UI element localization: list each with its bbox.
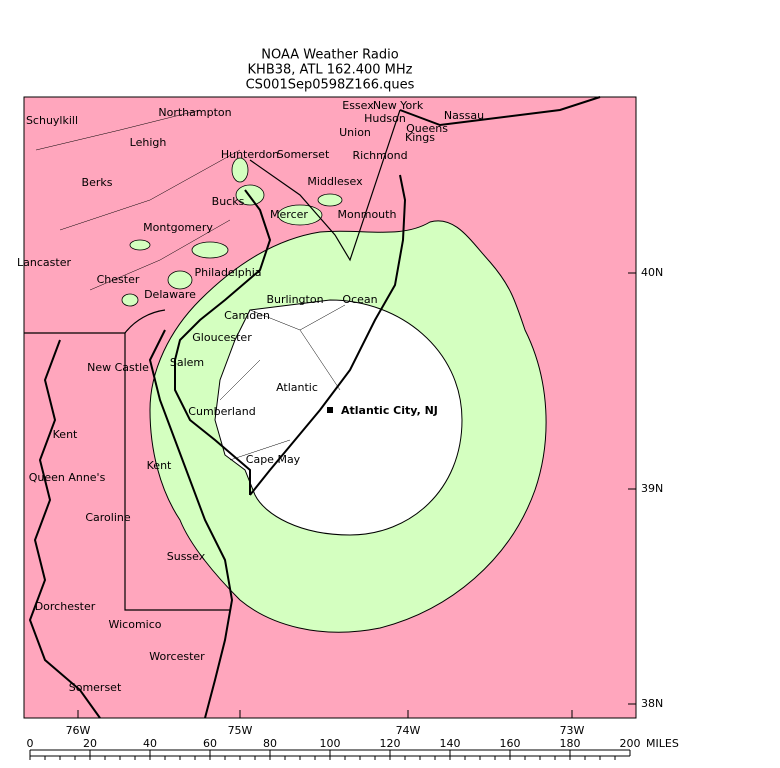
place-label: Lancaster: [17, 256, 71, 269]
place-label: Kings: [405, 131, 435, 144]
scale-unit: MILES: [646, 737, 679, 750]
place-label: Philadelphia: [194, 266, 261, 279]
place-label: Monmouth: [338, 208, 397, 221]
coastlines: [28, 96, 601, 719]
lon-label: 75W: [228, 724, 253, 737]
place-label: Wicomico: [108, 618, 161, 631]
county-borders: [35, 109, 346, 461]
lat-label: 40N: [641, 266, 663, 279]
scale-label: 200: [620, 737, 641, 750]
scale-label: 80: [263, 737, 277, 750]
scale-label: 180: [560, 737, 581, 750]
place-label: Camden: [224, 309, 270, 322]
scale-label: 40: [143, 737, 157, 750]
place-label: Nassau: [444, 109, 484, 122]
scale-label: 20: [83, 737, 97, 750]
place-label: Kent: [53, 428, 78, 441]
place-label: Hudson: [364, 112, 406, 125]
place-label: Somerset: [69, 681, 122, 694]
place-label: Hunterdon: [221, 148, 279, 161]
lat-label: 39N: [641, 482, 663, 495]
scale-label: 100: [320, 737, 341, 750]
place-label: Somerset: [277, 148, 330, 161]
place-label: Berks: [82, 176, 113, 189]
place-label: Queens: [406, 122, 448, 135]
scale-label: 120: [380, 737, 401, 750]
place-label: Caroline: [85, 511, 131, 524]
place-label: Queen Anne's: [29, 471, 106, 484]
place-label: Richmond: [352, 149, 407, 162]
place-label: New York: [373, 99, 424, 112]
lat-label: 38N: [641, 697, 663, 710]
state-borders: [24, 109, 401, 611]
land-coverage-patches: [121, 157, 343, 307]
scale-label: 0: [27, 737, 34, 750]
place-label: Schuylkill: [26, 114, 78, 127]
place-label: Dorchester: [35, 600, 96, 613]
title-line: NOAA Weather Radio: [261, 48, 398, 63]
place-label: Union: [339, 126, 371, 139]
transmitter-site: [327, 407, 333, 413]
lon-label: 76W: [66, 724, 91, 737]
place-label: Chester: [97, 273, 140, 286]
place-label: Salem: [170, 356, 204, 369]
place-label: Cape May: [246, 453, 301, 466]
station-label: Atlantic City, NJ: [341, 404, 438, 417]
place-label: Ocean: [342, 293, 377, 306]
place-label: Bucks: [212, 195, 245, 208]
place-label: Mercer: [270, 208, 308, 221]
lon-label: 74W: [396, 724, 421, 737]
place-label: Sussex: [167, 550, 206, 563]
place-label: Burlington: [266, 293, 323, 306]
title-line: CS001Sep0598Z166.ques: [246, 78, 415, 93]
place-label: Cumberland: [188, 405, 255, 418]
title-line: KHB38, ATL 162.400 MHz: [248, 63, 413, 78]
primary-coverage: [214, 299, 463, 536]
place-label: New Castle: [87, 361, 149, 374]
lon-label: 73W: [560, 724, 585, 737]
place-label: Montgomery: [143, 221, 213, 234]
place-label: Lehigh: [130, 136, 167, 149]
place-label: Middlesex: [307, 175, 363, 188]
scale-label: 60: [203, 737, 217, 750]
place-label: Gloucester: [192, 331, 252, 344]
place-label: Worcester: [149, 650, 205, 663]
place-label: Northampton: [158, 106, 231, 119]
place-label: Delaware: [144, 288, 196, 301]
scale-label: 140: [440, 737, 461, 750]
place-label: Essex: [342, 99, 374, 112]
scale-label: 160: [500, 737, 521, 750]
place-label: Atlantic: [276, 381, 318, 394]
place-label: Kent: [147, 459, 172, 472]
